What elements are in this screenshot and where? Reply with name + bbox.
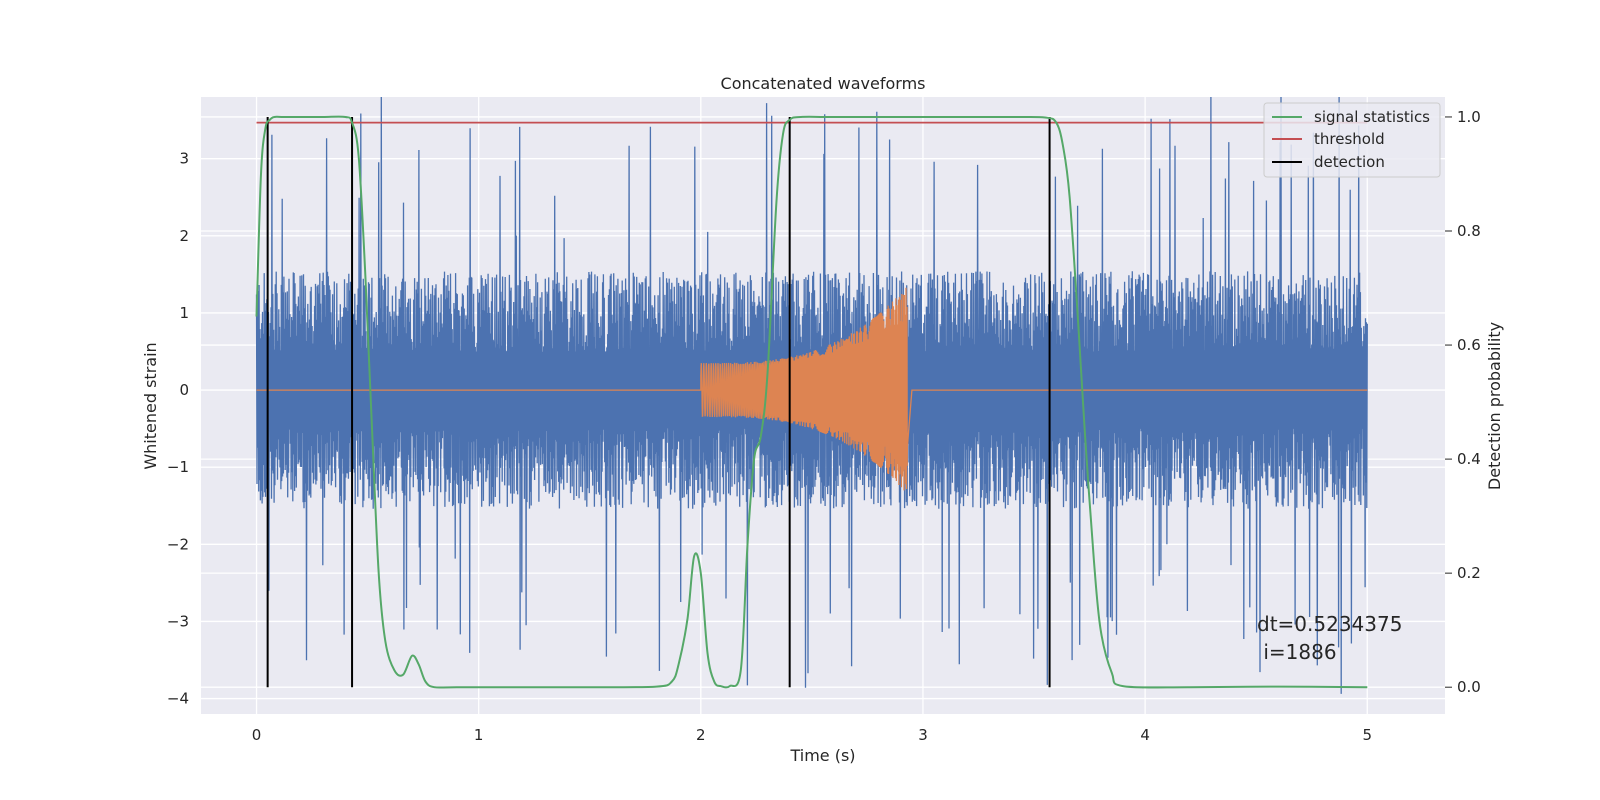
legend: signal statistics threshold detection — [1263, 102, 1441, 178]
signal-statistics-series — [255, 115, 1368, 689]
y-tick-label: −3 — [167, 612, 189, 630]
y2-tick-label: 1.0 — [1457, 108, 1481, 126]
x-tick-label: 4 — [1140, 726, 1150, 744]
detection-series — [266, 116, 1051, 688]
signal-statistics-line — [255, 115, 1368, 689]
x-tick-label: 3 — [918, 726, 928, 744]
y-tick-label: 1 — [179, 304, 189, 322]
annotation-dt: dt=0.5234375 — [1257, 612, 1402, 636]
legend-label-signal-statistics: signal statistics — [1314, 108, 1430, 126]
legend-label-detection: detection — [1314, 153, 1385, 171]
y-tick-label: −4 — [167, 690, 189, 708]
y-tick-label: −1 — [167, 458, 189, 476]
x-tick-label: 1 — [474, 726, 484, 744]
strain-line — [255, 97, 1368, 694]
y2-tick-label: 0.8 — [1457, 222, 1481, 240]
legend-label-threshold: threshold — [1314, 130, 1385, 148]
x-tick-label: 5 — [1362, 726, 1372, 744]
y-tick-label: −2 — [167, 535, 189, 553]
chart-title: Concatenated waveforms — [721, 74, 926, 93]
y2-tick-labels: 1.0 0.8 0.6 0.4 0.2 0.0 — [1445, 108, 1481, 696]
x-axis-label: Time (s) — [789, 746, 855, 765]
y-axis-label: Whitened strain — [141, 342, 160, 469]
y-tick-label: 3 — [179, 150, 189, 168]
strain-series — [255, 97, 1368, 694]
y-tick-label: 2 — [179, 227, 189, 245]
chirp-line — [256, 287, 1368, 491]
y2-tick-label: 0.6 — [1457, 336, 1481, 354]
y2-axis-label: Detection probability — [1485, 322, 1504, 490]
y-tick-labels: 3 2 1 0 −1 −2 −3 −4 — [167, 150, 189, 708]
y2-tick-label: 0.2 — [1457, 564, 1481, 582]
x-tick-label: 0 — [252, 726, 262, 744]
x-tick-label: 2 — [696, 726, 706, 744]
annotation-i: i=1886 — [1257, 640, 1337, 664]
x-tick-labels: 0 1 2 3 4 5 — [252, 726, 1372, 744]
y2-tick-label: 0.4 — [1457, 450, 1481, 468]
y2-tick-label: 0.0 — [1457, 678, 1481, 696]
legend-box — [1263, 102, 1441, 178]
y-tick-label: 0 — [179, 381, 189, 399]
chirp-series — [256, 287, 1368, 491]
